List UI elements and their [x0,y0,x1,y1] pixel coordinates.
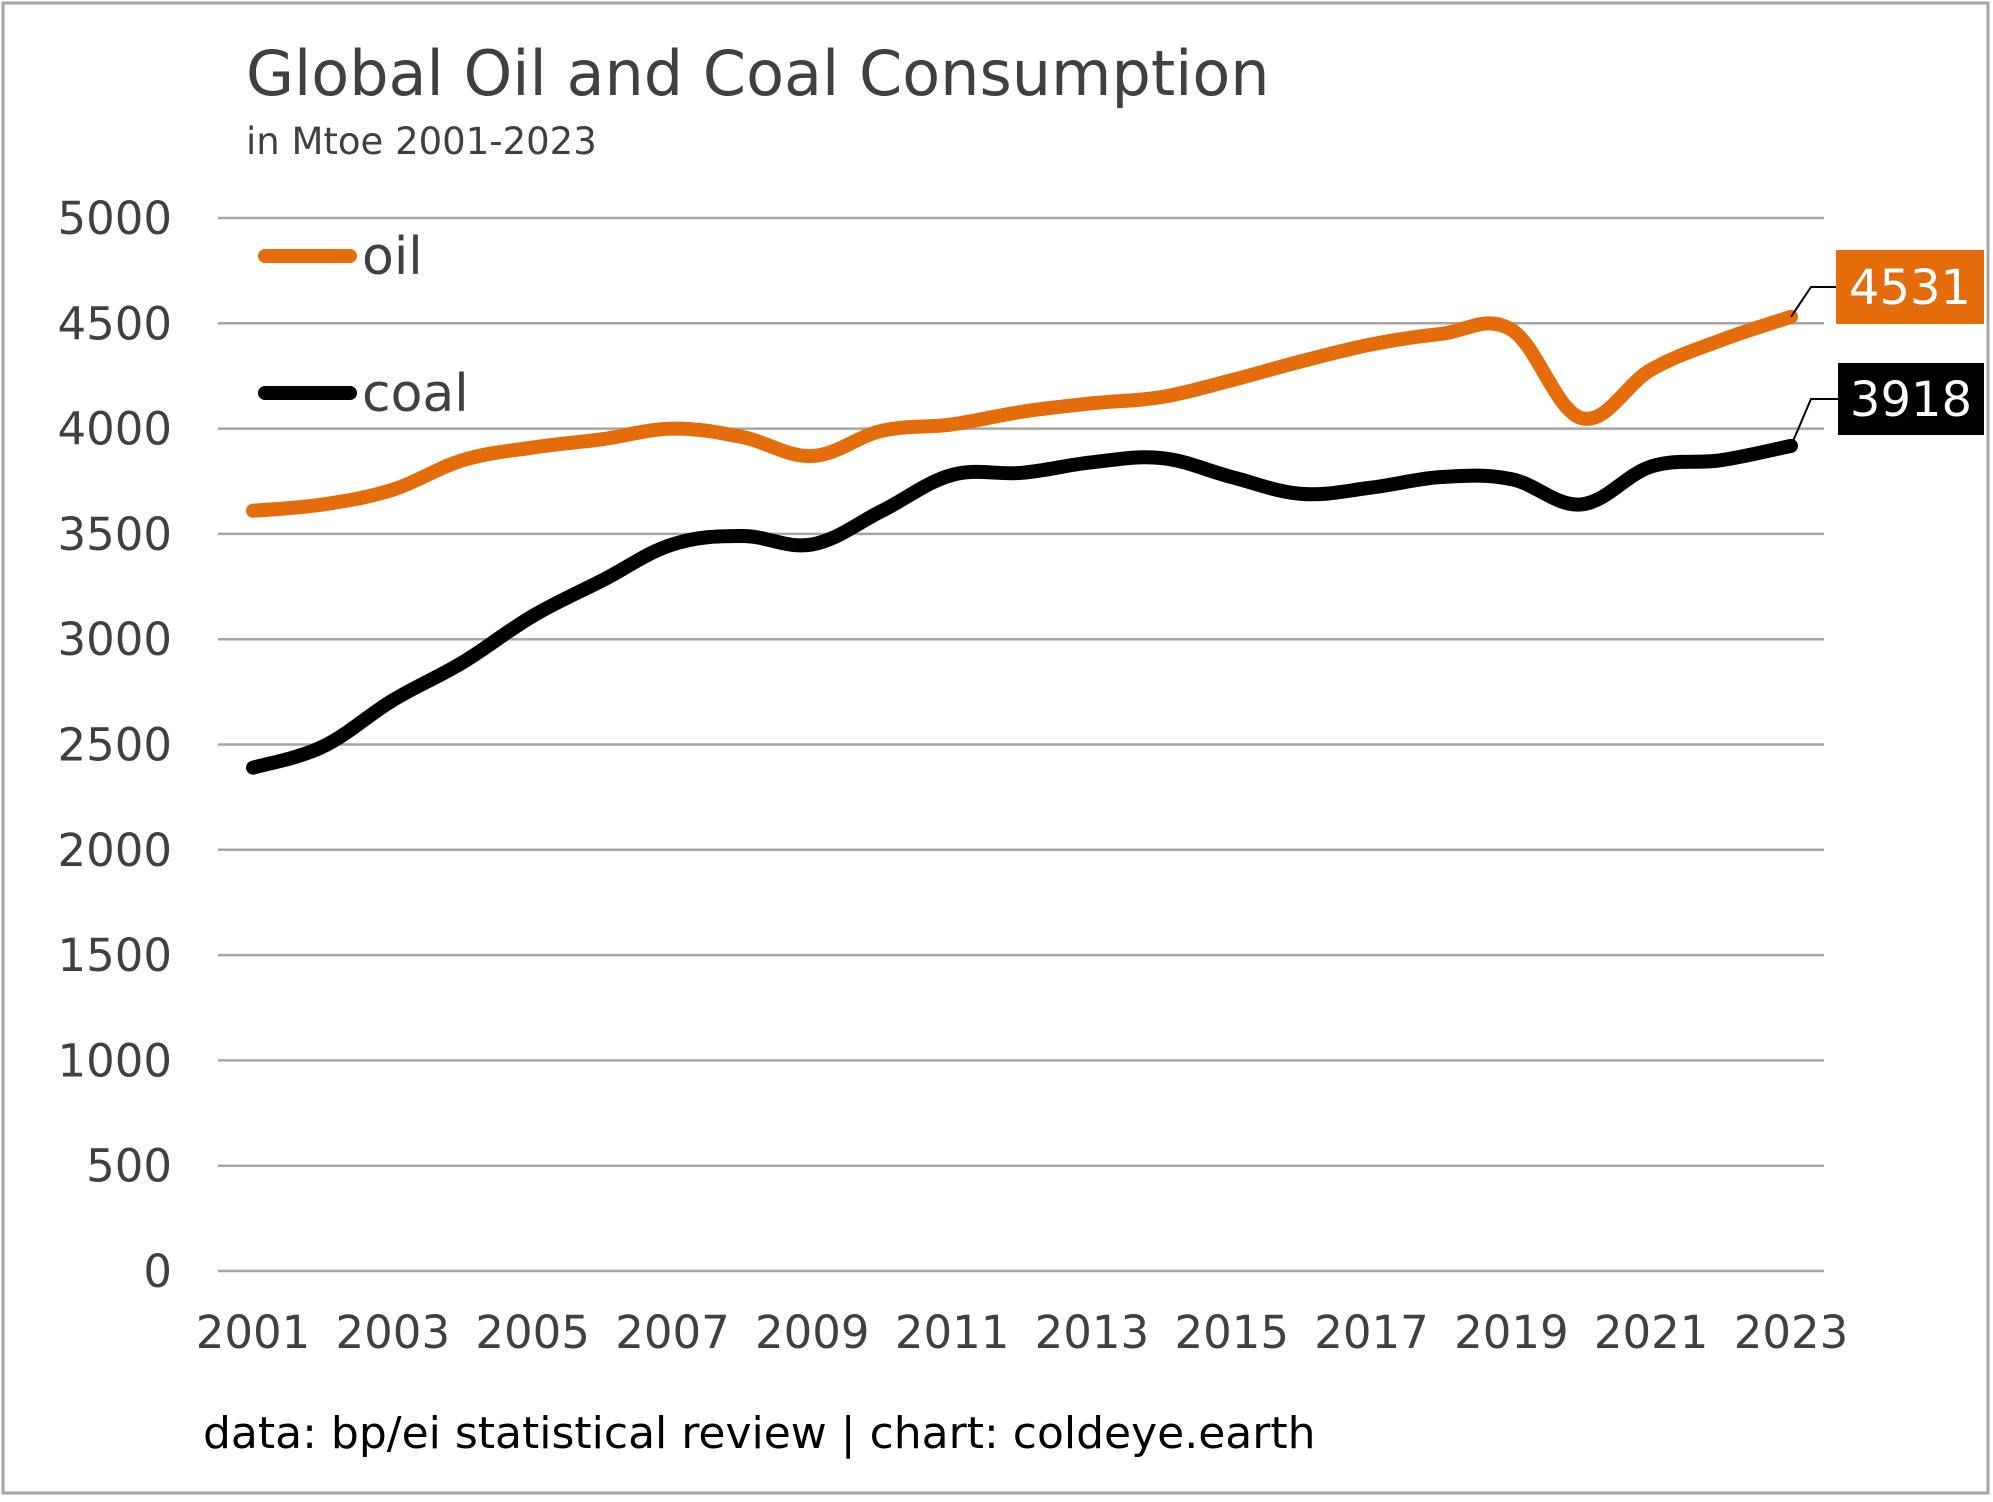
y-tick-label: 4500 [57,297,172,350]
x-tick-label: 2021 [1594,1306,1709,1359]
legend-label-oil: oil [362,227,423,287]
x-tick-label: 2023 [1734,1306,1849,1359]
x-tick-label: 2019 [1454,1306,1569,1359]
chart-subtitle: in Mtoe 2001-2023 [246,120,597,163]
end-label-coal: 3918 [1850,372,1972,428]
x-tick-label: 2001 [196,1306,311,1359]
y-tick-label: 2000 [57,824,172,877]
x-tick-label: 2003 [336,1306,451,1359]
x-tick-label: 2009 [755,1306,870,1359]
end-label-oil: 4531 [1849,260,1971,316]
y-tick-label: 0 [143,1245,172,1298]
x-tick-label: 2015 [1174,1306,1289,1359]
x-tick-label: 2013 [1035,1306,1150,1359]
y-tick-label: 3500 [57,508,172,561]
y-tick-label: 3000 [57,613,172,666]
y-tick-label: 1500 [57,929,172,982]
source-note: data: bp/ei statistical review | chart: … [203,1408,1315,1459]
y-tick-label: 500 [86,1140,172,1193]
x-tick-label: 2017 [1314,1306,1429,1359]
chart-title: Global Oil and Coal Consumption [246,37,1270,110]
y-tick-label: 1000 [57,1034,172,1087]
x-tick-label: 2005 [475,1306,590,1359]
x-tick-label: 2011 [895,1306,1010,1359]
y-tick-label: 4000 [57,403,172,456]
legend-label-coal: coal [362,364,469,424]
y-tick-label: 5000 [57,192,172,245]
y-tick-label: 2500 [57,719,172,772]
x-tick-label: 2007 [615,1306,730,1359]
